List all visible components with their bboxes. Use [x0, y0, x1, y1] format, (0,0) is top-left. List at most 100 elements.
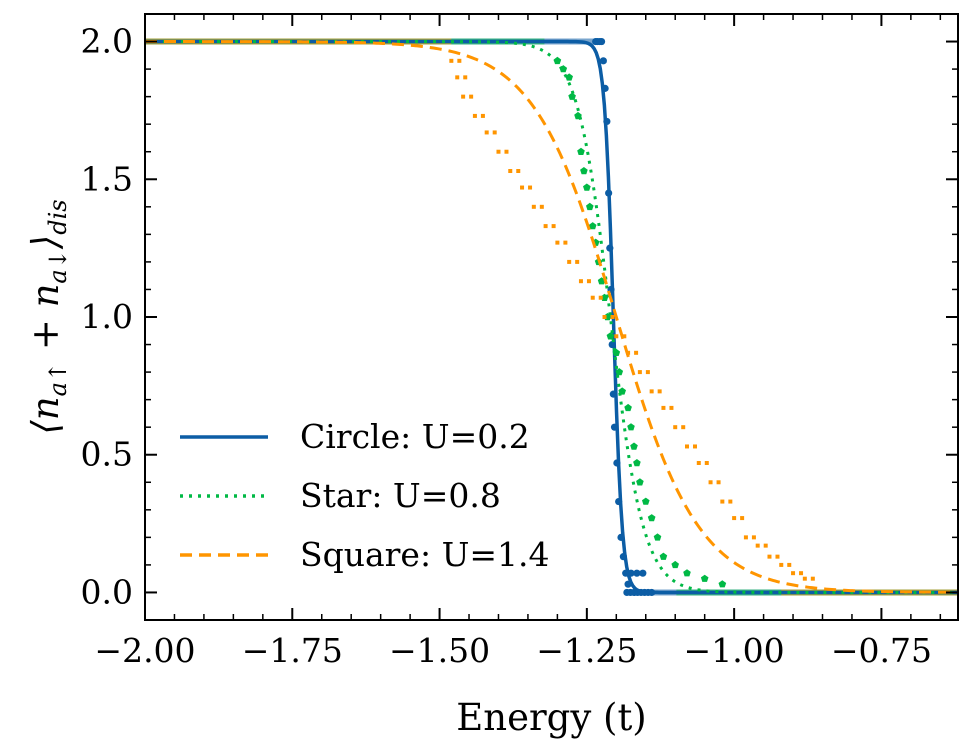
square-data-point: [799, 571, 804, 576]
circle-data-point: [639, 569, 647, 577]
square-data-point: [457, 58, 462, 63]
circle-data-point: [609, 390, 617, 398]
circle-data-point: [619, 553, 627, 561]
square-data-point: [728, 499, 733, 504]
square-data-point: [669, 405, 674, 410]
square-data-point: [696, 460, 701, 465]
square-data-point: [634, 350, 639, 355]
square-data-point: [720, 499, 725, 504]
square-data-point: [693, 444, 697, 449]
x-tick-label: −1.50: [389, 631, 490, 670]
square-data-point: [657, 389, 662, 394]
square-data-point: [626, 350, 631, 355]
square-data-point: [755, 543, 760, 548]
square-data-point: [787, 562, 792, 567]
y-axis-title-subscript: a↑: [44, 362, 72, 396]
star-data-point: [559, 65, 568, 73]
circle-data-point: [613, 459, 621, 467]
star-data-point: [624, 403, 632, 412]
x-tick-label: −2.00: [94, 631, 195, 670]
square-data-point: [578, 279, 583, 284]
star-data-point: [577, 147, 585, 155]
star-data-point: [636, 478, 644, 486]
circle-data-point: [622, 569, 630, 577]
star-data-point: [612, 348, 621, 356]
square-data-point: [716, 480, 721, 485]
star-data-point: [718, 580, 727, 588]
circle-data-point: [648, 588, 656, 597]
square-data-point: [484, 130, 489, 135]
y-axis-title-part: ⟨n: [24, 396, 67, 434]
square-data-point: [779, 562, 784, 567]
square-data-point: [480, 113, 485, 118]
star-data-point: [553, 56, 562, 65]
square-data-point: [508, 169, 513, 174]
circle-data-point: [608, 340, 616, 349]
square-data-point: [763, 543, 768, 548]
square-data-point: [504, 149, 509, 154]
square-data-point: [743, 535, 748, 540]
square-data-point: [472, 113, 477, 118]
legend-label: Square: U=1.4: [300, 535, 550, 574]
x-axis-title: Energy (t): [456, 696, 647, 739]
square-data-point: [673, 425, 678, 430]
star-data-point: [683, 569, 691, 577]
square-data-point: [810, 576, 815, 581]
square-data-point: [775, 554, 780, 559]
square-data-point: [704, 460, 709, 465]
square-data-point: [802, 576, 807, 581]
star-data-point: [565, 73, 573, 81]
series-layer: [145, 37, 958, 597]
star-fit-line: [145, 40, 958, 594]
legend-label: Star: U=0.8: [300, 476, 501, 515]
square-data-point: [516, 169, 521, 174]
x-tick-label: −1.25: [536, 631, 637, 670]
legend: Circle: U=0.2 Star: U=0.8 Square: U=1.4: [180, 417, 550, 574]
square-data-point: [567, 259, 572, 264]
square-data-point: [449, 58, 454, 63]
square-data-point: [598, 295, 603, 300]
square-data-point: [539, 204, 544, 209]
star-data-point: [647, 514, 656, 522]
circle-data-point: [597, 37, 606, 46]
circle-data-point: [617, 533, 625, 541]
square-data-point: [531, 204, 536, 209]
y-tick-label: 1.5: [81, 159, 133, 198]
square-data-point: [708, 480, 713, 485]
star-data-point: [653, 533, 662, 541]
y-axis-title-subscript: dis: [44, 199, 72, 234]
star-data-point: [700, 574, 709, 582]
square-data-point: [551, 224, 556, 229]
square-data-point: [751, 535, 756, 540]
square-data-point: [555, 240, 560, 245]
circle-data-point: [603, 117, 611, 126]
star-data-point: [615, 368, 624, 376]
square-data-point: [732, 516, 737, 521]
y-axis-title-part: + n: [24, 284, 67, 362]
star-data-point: [574, 111, 582, 120]
square-data-point: [520, 185, 525, 190]
circle-data-point: [615, 497, 623, 506]
square-data-point: [645, 370, 650, 375]
square-data-point: [610, 315, 615, 319]
star-data-point: [618, 387, 626, 395]
square-data-point: [543, 224, 548, 229]
square-data-point: [586, 279, 591, 284]
square-data-point: [649, 389, 654, 394]
series-group: [145, 37, 958, 597]
star-data-point: [580, 167, 588, 175]
circle-data-point: [599, 57, 607, 65]
star-data-point: [586, 202, 594, 211]
star-data-point: [671, 560, 679, 569]
square-data-point: [461, 94, 466, 99]
square-data-point: [563, 240, 568, 245]
square-data-point: [614, 334, 619, 339]
x-tick-label: −1.00: [684, 631, 785, 670]
circle-data-point: [601, 84, 609, 92]
plot-frame: [144, 13, 959, 621]
x-tick-label: −1.75: [242, 631, 343, 670]
star-data-point: [627, 423, 635, 431]
star-data-point: [642, 497, 650, 505]
star-data-point: [606, 332, 615, 340]
